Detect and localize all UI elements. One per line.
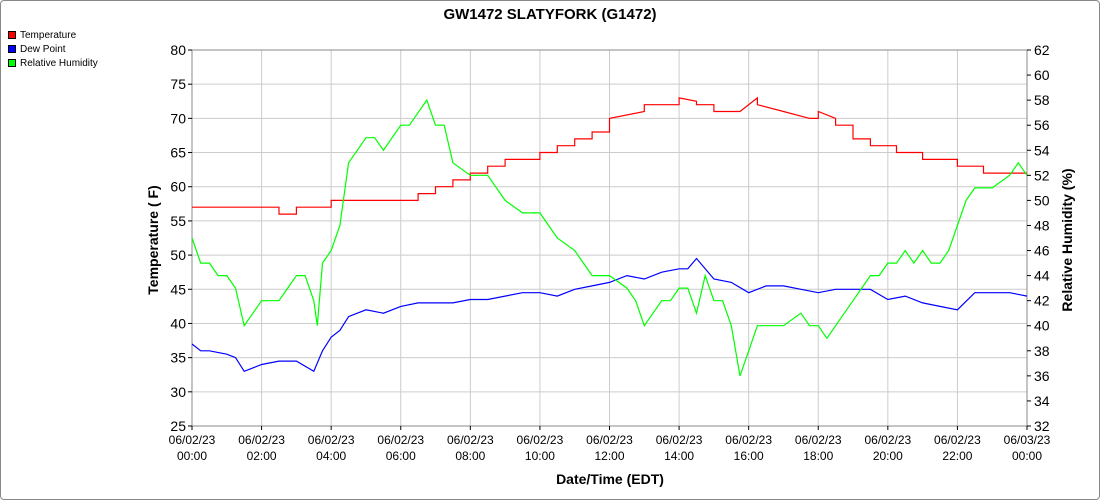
temperature-line	[192, 96, 1027, 215]
right-tick-label: 38	[1034, 343, 1050, 359]
x-tick-time-label: 16:00	[734, 449, 764, 463]
right-tick-label: 44	[1034, 268, 1050, 284]
x-tick-date-label: 06/02/23	[238, 433, 285, 447]
x-tick-time-label: 04:00	[316, 449, 346, 463]
x-tick-date-label: 06/02/23	[517, 433, 564, 447]
right-tick-label: 50	[1034, 192, 1050, 208]
right-tick-label: 54	[1034, 142, 1050, 158]
series-lines	[191, 96, 1028, 377]
right-tick-label: 58	[1034, 92, 1050, 108]
legend: Temperature Dew Point Relative Humidity	[8, 28, 98, 70]
left-tick-label: 35	[170, 350, 186, 366]
right-tick-label: 42	[1034, 293, 1050, 309]
left-tick-label: 60	[170, 179, 186, 195]
legend-item-temperature: Temperature	[8, 28, 98, 42]
x-tick-time-label: 06:00	[386, 449, 416, 463]
x-tick-date-label: 06/02/23	[864, 433, 911, 447]
left-tick-label: 80	[170, 42, 186, 58]
x-axis-label: Date/Time (EDT)	[556, 471, 664, 487]
right-tick-label: 56	[1034, 117, 1050, 133]
x-axis-ticks: 06/02/23 00:00 06/02/23 02:00 06/02/23 04:00 0…	[169, 426, 1051, 463]
grid-lines	[191, 49, 1028, 427]
legend-label: Dew Point	[20, 43, 66, 55]
x-tick-time-label: 00:00	[177, 449, 207, 463]
x-tick-time-label: 18:00	[803, 449, 833, 463]
x-tick-date-label: 06/03/23	[1004, 433, 1051, 447]
left-tick-label: 70	[170, 110, 186, 126]
x-tick-date-label: 06/02/23	[934, 433, 981, 447]
left-tick-label: 65	[170, 145, 186, 161]
x-tick-date-label: 06/02/23	[725, 433, 772, 447]
right-tick-label: 52	[1034, 167, 1050, 183]
x-tick-time-label: 00:00	[1012, 449, 1042, 463]
legend-label: Relative Humidity	[20, 57, 98, 69]
legend-swatch	[8, 45, 16, 53]
x-tick-date-label: 06/02/23	[586, 433, 633, 447]
right-tick-label: 34	[1034, 393, 1050, 409]
x-tick-date-label: 06/02/23	[656, 433, 703, 447]
left-tick-label: 55	[170, 213, 186, 229]
right-tick-label: 60	[1034, 67, 1050, 83]
x-tick-time-label: 22:00	[942, 449, 972, 463]
legend-item-dew-point: Dew Point	[8, 42, 98, 56]
x-tick-time-label: 10:00	[525, 449, 555, 463]
left-axis-label: Temperature ( F)	[145, 185, 161, 294]
x-tick-time-label: 02:00	[247, 449, 277, 463]
x-tick-time-label: 14:00	[664, 449, 694, 463]
right-tick-label: 40	[1034, 318, 1050, 334]
legend-swatch	[8, 59, 16, 67]
x-tick-date-label: 06/02/23	[308, 433, 355, 447]
right-tick-label: 62	[1034, 42, 1050, 58]
x-tick-date-label: 06/02/23	[795, 433, 842, 447]
left-tick-label: 45	[170, 281, 186, 297]
x-tick-date-label: 06/02/23	[447, 433, 494, 447]
x-tick-time-label: 08:00	[455, 449, 485, 463]
right-tick-label: 36	[1034, 368, 1050, 384]
left-tick-label: 75	[170, 76, 186, 92]
relative-humidity-line	[191, 98, 1028, 377]
legend-item-relative-humidity: Relative Humidity	[8, 56, 98, 70]
legend-label: Temperature	[20, 29, 77, 41]
chart-title: GW1472 SLATYFORK (G1472)	[443, 6, 656, 23]
x-tick-time-label: 12:00	[594, 449, 624, 463]
legend-swatch	[8, 31, 16, 39]
right-tick-label: 48	[1034, 217, 1050, 233]
left-tick-label: 40	[170, 315, 186, 331]
right-axis-ticks: 32 34 36 38 40 42 44 46 48 50 52 54 56 58 60 62	[1027, 42, 1050, 434]
x-tick-time-label: 20:00	[873, 449, 903, 463]
left-tick-label: 25	[170, 418, 186, 434]
right-tick-label: 46	[1034, 243, 1050, 259]
right-tick-label: 32	[1034, 418, 1050, 434]
left-tick-label: 30	[170, 384, 186, 400]
x-tick-date-label: 06/02/23	[377, 433, 424, 447]
left-axis-ticks: 25 30 35 40 45 50 55 60 65 70 75 80	[170, 42, 192, 434]
x-tick-date-label: 06/02/23	[169, 433, 216, 447]
right-axis-label: Relative Humidity (%)	[1059, 168, 1075, 311]
dew-point-line	[191, 257, 1028, 373]
left-tick-label: 50	[170, 247, 186, 263]
